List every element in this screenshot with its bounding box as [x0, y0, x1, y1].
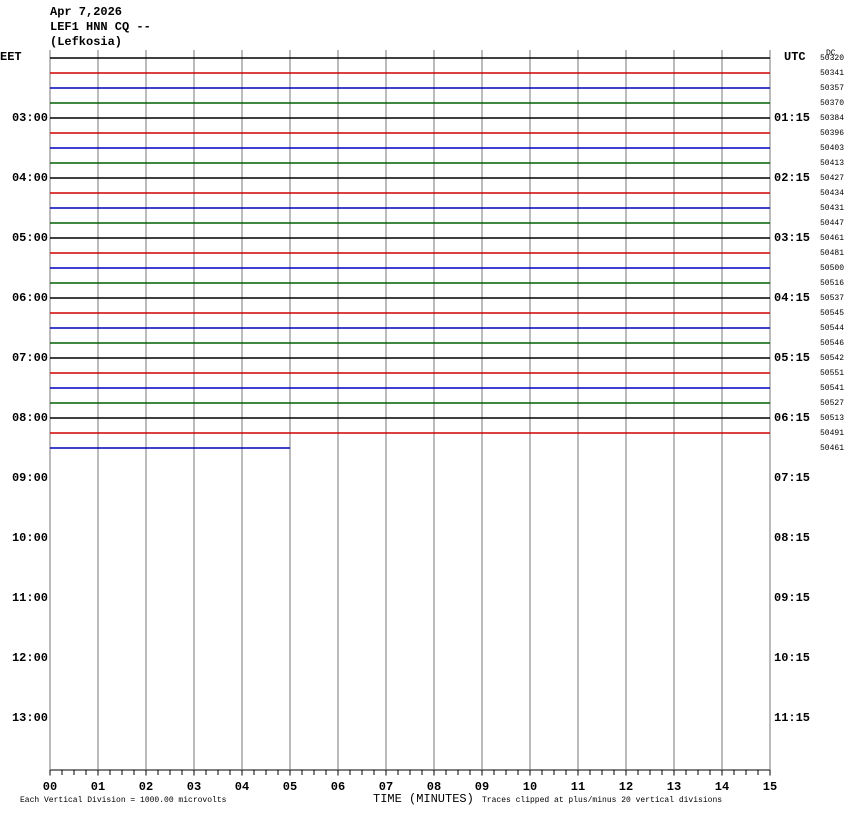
dc-offset: 50370 [820, 99, 844, 108]
location: (Lefkosia) [50, 35, 122, 49]
right-time: 10:15 [774, 651, 810, 665]
left-time: 04:00 [12, 171, 48, 185]
dc-offset: 50541 [820, 384, 844, 393]
x-tick-label: 12 [619, 780, 633, 794]
x-tick-label: 04 [235, 780, 249, 794]
x-tick-label: 01 [91, 780, 105, 794]
right-time: 07:15 [774, 471, 810, 485]
dc-offset: 50320 [820, 54, 844, 63]
dc-offset: 50513 [820, 414, 844, 423]
dc-offset: 50357 [820, 84, 844, 93]
dc-offset: 50427 [820, 174, 844, 183]
x-tick-label: 02 [139, 780, 153, 794]
left-zone: EET [0, 50, 22, 64]
clip-note: Traces clipped at plus/minus 20 vertical… [482, 796, 722, 805]
x-tick-label: 15 [763, 780, 777, 794]
dc-offset: 50384 [820, 114, 844, 123]
dc-offset: 50542 [820, 354, 844, 363]
left-time: 09:00 [12, 471, 48, 485]
right-time: 05:15 [774, 351, 810, 365]
x-tick-label: 10 [523, 780, 537, 794]
dc-offset: 50516 [820, 279, 844, 288]
right-time: 11:15 [774, 711, 810, 725]
dc-offset: 50461 [820, 234, 844, 243]
right-time: 09:15 [774, 591, 810, 605]
x-tick-label: 11 [571, 780, 585, 794]
right-zone: UTC [784, 50, 806, 64]
right-time: 03:15 [774, 231, 810, 245]
dc-offset: 50447 [820, 219, 844, 228]
right-time: 04:15 [774, 291, 810, 305]
station: LEF1 HNN CQ -- [50, 20, 151, 34]
left-time: 13:00 [12, 711, 48, 725]
dc-offset: 50551 [820, 369, 844, 378]
right-time: 01:15 [774, 111, 810, 125]
dc-offset: 50434 [820, 189, 844, 198]
scale-note: Each Vertical Division = 1000.00 microvo… [20, 796, 227, 805]
dc-offset: 50544 [820, 324, 844, 333]
left-time: 03:00 [12, 111, 48, 125]
dc-offset: 50396 [820, 129, 844, 138]
dc-offset: 50491 [820, 429, 844, 438]
x-tick-label: 07 [379, 780, 393, 794]
dc-offset: 50341 [820, 69, 844, 78]
left-time: 12:00 [12, 651, 48, 665]
right-time: 08:15 [774, 531, 810, 545]
dc-offset: 50481 [820, 249, 844, 258]
dc-offset: 50537 [820, 294, 844, 303]
dc-offset: 50461 [820, 444, 844, 453]
left-time: 06:00 [12, 291, 48, 305]
dc-heading: DC [826, 49, 836, 58]
dc-offset: 50500 [820, 264, 844, 273]
dc-offset: 50413 [820, 159, 844, 168]
date: Apr 7,2026 [50, 5, 122, 19]
right-time: 06:15 [774, 411, 810, 425]
x-tick-label: 09 [475, 780, 489, 794]
x-tick-label: 03 [187, 780, 201, 794]
left-time: 11:00 [12, 591, 48, 605]
x-tick-label: 06 [331, 780, 345, 794]
x-tick-label: 05 [283, 780, 297, 794]
left-time: 08:00 [12, 411, 48, 425]
dc-offset: 50527 [820, 399, 844, 408]
dc-offset: 50431 [820, 204, 844, 213]
right-time: 02:15 [774, 171, 810, 185]
dc-offset: 50545 [820, 309, 844, 318]
dc-offset: 50546 [820, 339, 844, 348]
x-tick-label: 00 [43, 780, 57, 794]
x-tick-label: 14 [715, 780, 729, 794]
left-time: 05:00 [12, 231, 48, 245]
left-time: 10:00 [12, 531, 48, 545]
x-axis-title: TIME (MINUTES) [373, 792, 474, 806]
dc-offset: 50403 [820, 144, 844, 153]
x-tick-label: 08 [427, 780, 441, 794]
left-time: 07:00 [12, 351, 48, 365]
x-tick-label: 13 [667, 780, 681, 794]
